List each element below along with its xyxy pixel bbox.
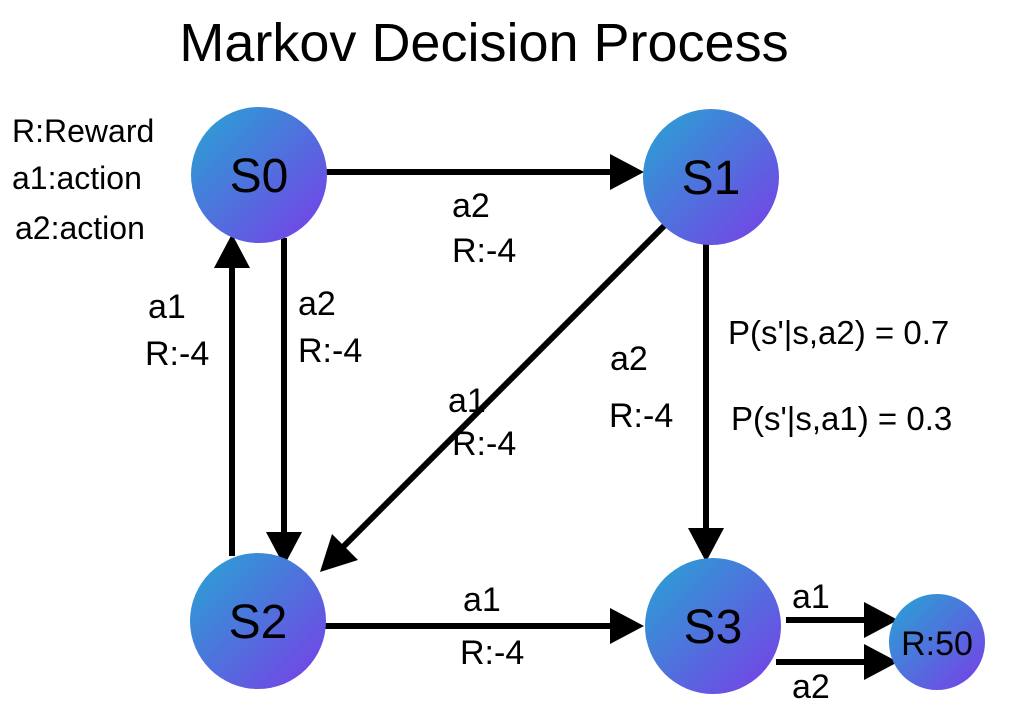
probability-a1: P(s'|s,a1) = 0.3 bbox=[731, 400, 953, 437]
edge-s2-s3-arrowhead bbox=[610, 608, 644, 644]
edge-s2-s3-reward: R:-4 bbox=[460, 634, 525, 672]
node-s3-label: S3 bbox=[684, 601, 743, 654]
edge-s1-s2-arrowhead bbox=[320, 534, 358, 572]
node-s1 bbox=[643, 109, 779, 245]
edge-s0-s1-reward: R:-4 bbox=[452, 232, 517, 270]
node-s0 bbox=[191, 107, 327, 243]
edge-s2-s0-reward: R:-4 bbox=[145, 335, 210, 373]
edge-s0-s1-action: a2 bbox=[452, 187, 490, 225]
node-terminal-label: R:50 bbox=[901, 625, 973, 663]
edge-s0-s2-reward: R:-4 bbox=[298, 332, 363, 370]
edge-s2-s0-action: a1 bbox=[148, 288, 186, 326]
probability-a2: P(s'|s,a2) = 0.7 bbox=[728, 314, 950, 351]
edge-s3-terminal-a1-arrowhead bbox=[864, 602, 898, 638]
legend-action-a1: a1:action bbox=[12, 160, 142, 196]
edge-s1-s3-reward: R:-4 bbox=[609, 397, 674, 435]
legend-action-a2: a2:action bbox=[15, 210, 145, 246]
node-s2 bbox=[190, 553, 326, 689]
edge-s1-s2-reward: R:-4 bbox=[452, 425, 517, 463]
edge-s1-s3-action: a2 bbox=[610, 340, 648, 378]
node-s0-label: S0 bbox=[230, 150, 289, 203]
node-s1-label: S1 bbox=[682, 152, 741, 205]
edge-s0-s2-arrowhead bbox=[266, 532, 302, 566]
edge-s2-s3-action: a1 bbox=[463, 581, 501, 619]
edge-s1-s2 bbox=[337, 219, 671, 553]
edge-s3-terminal-a1-label: a1 bbox=[792, 578, 830, 616]
edge-s0-s1-arrowhead bbox=[610, 154, 644, 190]
edge-s2-s0-arrowhead bbox=[214, 234, 250, 268]
edge-s3-terminal-a2-label: a2 bbox=[792, 668, 830, 706]
legend-reward: R:Reward bbox=[12, 113, 155, 149]
node-terminal bbox=[889, 594, 985, 690]
diagram-title: Markov Decision Process bbox=[179, 13, 789, 73]
edge-s0-s2-action: a2 bbox=[298, 285, 336, 323]
edge-s1-s2-action: a1 bbox=[448, 382, 486, 420]
edge-s3-terminal-a2-arrowhead bbox=[864, 644, 898, 680]
node-s3 bbox=[645, 558, 781, 694]
edge-s1-s3-arrowhead bbox=[688, 528, 724, 562]
node-s2-label: S2 bbox=[229, 596, 288, 649]
